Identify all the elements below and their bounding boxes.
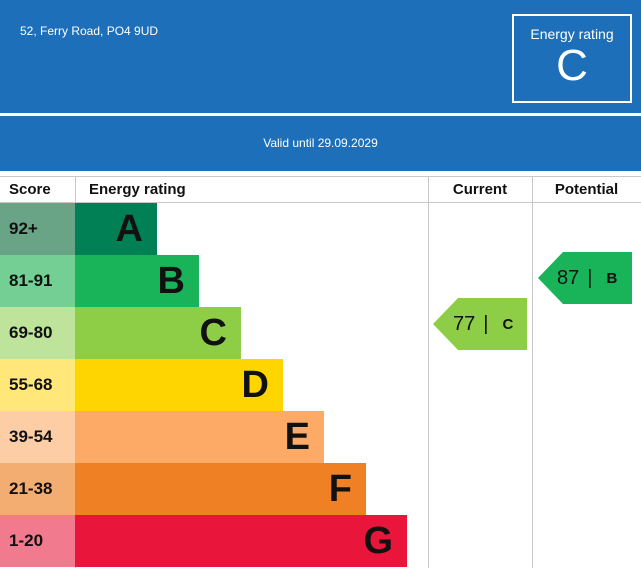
current-separator: |: [483, 312, 489, 335]
potential-rating-label: 87 | B: [557, 252, 617, 304]
header-energy-rating: Energy rating: [89, 181, 186, 198]
band-bar-e: E: [75, 411, 324, 463]
property-address: 52, Ferry Road, PO4 9UD: [20, 24, 159, 38]
column-divider: [428, 176, 429, 568]
band-bar-g: G: [75, 515, 407, 567]
band-score-f: 21-38: [0, 463, 75, 515]
current-rating-label: 77 | C: [453, 298, 513, 350]
energy-rating-box-title: Energy rating: [530, 26, 614, 42]
band-score-e: 39-54: [0, 411, 75, 463]
band-bar-a: A: [75, 203, 157, 255]
header-current: Current: [452, 181, 508, 198]
potential-rating-arrow: 87 | B: [538, 252, 632, 304]
band-bar-c: C: [75, 307, 241, 359]
header-score: Score: [9, 181, 51, 198]
header-banner: 52, Ferry Road, PO4 9UD Energy rating C: [0, 0, 641, 113]
table-top-border: [0, 176, 641, 177]
band-score-b: 81-91: [0, 255, 75, 307]
current-rating-arrow: 77 | C: [433, 298, 527, 350]
current-letter: C: [502, 315, 514, 333]
column-divider: [532, 176, 533, 568]
band-letter-f: F: [328, 468, 352, 510]
band-score-c: 69-80: [0, 307, 75, 359]
band-letter-d: D: [241, 364, 269, 406]
potential-separator: |: [587, 266, 593, 289]
band-letter-g: G: [363, 520, 393, 562]
band-bar-d: D: [75, 359, 283, 411]
energy-rating-box: Energy rating C: [512, 14, 632, 103]
current-arrow-shape: [433, 298, 527, 350]
band-score-d: 55-68: [0, 359, 75, 411]
band-score-g: 1-20: [0, 515, 75, 567]
band-bar-f: F: [75, 463, 366, 515]
potential-letter: B: [606, 269, 618, 287]
valid-until-banner: Valid until 29.09.2029: [0, 116, 641, 171]
energy-rating-box-letter: C: [556, 41, 588, 90]
band-letter-a: A: [115, 208, 143, 250]
band-bar-b: B: [75, 255, 199, 307]
potential-score: 87: [557, 266, 580, 289]
table-header-border: [0, 202, 641, 203]
band-letter-b: B: [157, 260, 185, 302]
potential-arrow-shape: [538, 252, 632, 304]
header-divider: [0, 113, 641, 116]
band-score-a: 92+: [0, 203, 75, 255]
band-letter-c: C: [199, 312, 227, 354]
header-potential: Potential: [554, 181, 619, 198]
band-letter-e: E: [284, 416, 310, 458]
current-score: 77: [453, 312, 476, 335]
